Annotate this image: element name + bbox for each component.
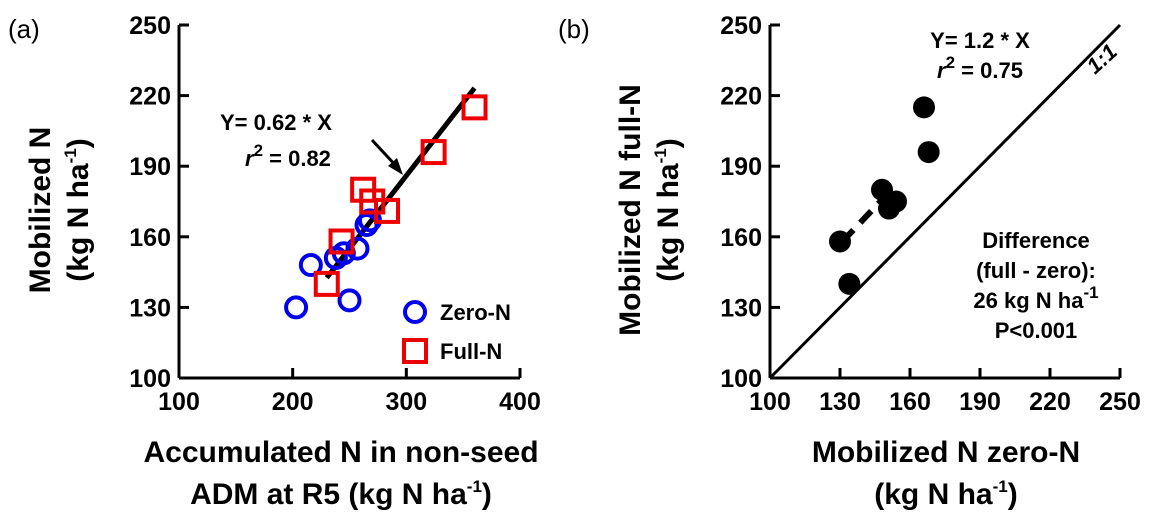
y-tick-label: 100 xyxy=(129,365,171,393)
panel-b-r2: r2 = 0.75 xyxy=(937,53,1023,83)
point-zero-n xyxy=(284,295,309,320)
y-tick-label: 190 xyxy=(129,153,171,181)
point-zero-n xyxy=(298,253,323,278)
legend-zero-n-marker xyxy=(403,300,427,324)
point-mobilized-n xyxy=(829,230,851,253)
point-full-n xyxy=(420,139,447,166)
point-full-n xyxy=(328,228,355,255)
y-tick-label: 220 xyxy=(720,83,762,111)
point-mobilized-n xyxy=(838,272,861,295)
panel-a-r2: r2 = 0.82 xyxy=(245,141,331,171)
point-zero-n xyxy=(345,236,370,261)
panel-a-xlabel-line2: ADM at R5 (kg N ha-1) xyxy=(190,477,492,511)
legend-full-n-label: Full-N xyxy=(440,339,502,364)
panel-b-one-to-one-line xyxy=(768,23,1122,380)
x-tick-label: 100 xyxy=(158,388,200,416)
x-tick-label: 250 xyxy=(1099,388,1141,416)
point-mobilized-n xyxy=(885,190,907,213)
point-full-n xyxy=(313,270,340,297)
y-tick-label: 190 xyxy=(720,153,762,181)
panel-a-y-ticks: 100 130 160 190 220 250 xyxy=(129,12,189,393)
panel-a-points xyxy=(284,94,488,320)
y-tick-label: 220 xyxy=(129,83,171,111)
y-tick-label: 130 xyxy=(129,294,171,322)
panel-b-y-ticks: 100 130 160 190 220 250 xyxy=(720,12,780,393)
panel-a-legend: Zero-N Full-N xyxy=(402,300,511,364)
panel-b-equation: Y= 1.2 * X xyxy=(930,28,1030,53)
legend-full-n-marker xyxy=(402,338,428,364)
y-tick-label: 250 xyxy=(129,12,171,40)
point-mobilized-n xyxy=(913,96,935,119)
legend-zero-n-label: Zero-N xyxy=(440,300,511,325)
x-tick-label: 200 xyxy=(272,388,314,416)
x-tick-label: 100 xyxy=(749,388,791,416)
y-tick-label: 100 xyxy=(720,365,762,393)
panel-a-ylabel-line2: (kg N ha-1) xyxy=(61,138,95,281)
point-full-n xyxy=(374,197,401,224)
x-tick-label: 130 xyxy=(819,388,861,416)
x-tick-label: 220 xyxy=(1029,388,1071,416)
panel-b-difference-line1: Difference xyxy=(982,228,1090,253)
panel-b-xlabel-line2: (kg N ha-1) xyxy=(874,477,1017,511)
x-tick-label: 300 xyxy=(385,388,427,416)
x-tick-label: 400 xyxy=(499,388,541,416)
panel-a-x-ticks: 100 200 300 400 xyxy=(158,368,541,416)
panel-a-equation-arrowhead xyxy=(388,158,403,175)
panel-b-x-ticks: 100 130 160 190 220 250 xyxy=(749,368,1141,416)
panel-b-one-to-one-label: 1:1 xyxy=(1082,39,1122,79)
panel-a-xlabel-line1: Accumulated N in non-seed xyxy=(143,436,538,469)
y-tick-label: 130 xyxy=(720,294,762,322)
panel-a-label: (a) xyxy=(8,14,40,44)
panel-b-difference-line2: (full - zero): xyxy=(976,258,1096,283)
x-tick-label: 190 xyxy=(959,388,1001,416)
x-tick-label: 160 xyxy=(889,388,931,416)
panel-b-y-axis-title: Mobilized N full-N (kg N ha-1) xyxy=(614,84,685,336)
panel-b-xlabel-line1: Mobilized N zero-N xyxy=(812,436,1080,469)
point-zero-n xyxy=(337,288,362,313)
panel-a-ylabel-line1: Mobilized N xyxy=(24,127,57,294)
panel-b-ylabel-line2: (kg N ha-1) xyxy=(651,138,685,281)
y-tick-label: 250 xyxy=(720,12,762,40)
panel-b-ylabel-line1: Mobilized N full-N xyxy=(614,84,647,336)
panel-a-y-axis-title: Mobilized N (kg N ha-1) xyxy=(24,127,95,294)
panel-b-points xyxy=(829,96,940,295)
panel-a: (a) Mobilized N (kg N ha-1) 100 130 160 190… xyxy=(8,12,541,511)
panel-b: (b) Mobilized N full-N (kg N ha-1) 100 13… xyxy=(558,12,1141,511)
point-full-n xyxy=(461,94,488,121)
panel-b-difference-value: 26 kg N ha-1 xyxy=(973,283,1098,313)
point-mobilized-n xyxy=(917,141,940,164)
y-tick-label: 160 xyxy=(129,224,171,252)
y-tick-label: 160 xyxy=(720,224,762,252)
panel-b-difference-p: P<0.001 xyxy=(995,318,1078,343)
panel-a-equation: Y= 0.62 * X xyxy=(220,110,332,135)
panel-b-label: (b) xyxy=(558,14,590,44)
